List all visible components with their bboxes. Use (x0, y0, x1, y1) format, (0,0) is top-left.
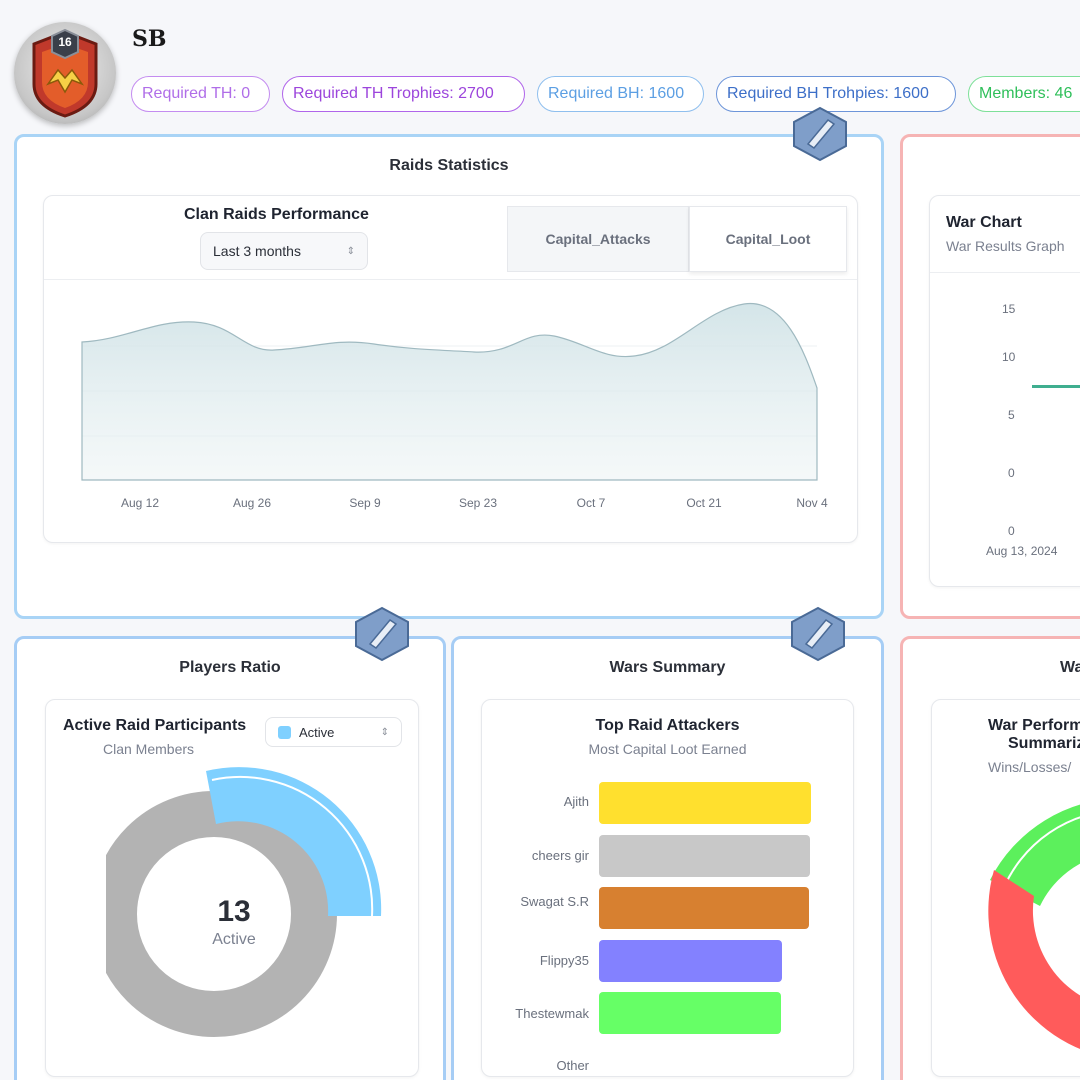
x-tick: Sep 9 (349, 496, 381, 510)
x-tick: Aug 26 (232, 496, 272, 510)
clan-name: SB (132, 26, 167, 52)
bar-flippy35 (599, 940, 782, 982)
bar-label: Swagat S.R (520, 894, 589, 909)
chevron-updown-icon: ⇕ (346, 245, 355, 257)
x-tick: Aug 13, 2024 (986, 544, 1058, 558)
badge-level: 16 (58, 35, 72, 49)
donut-slice-active (206, 767, 382, 916)
range-select[interactable]: Last 3 months ⇕ (200, 232, 368, 270)
divider (930, 272, 1080, 273)
sword-shield-icon (355, 606, 409, 662)
clan-badge-icon (32, 28, 98, 118)
raids-panel-title: Raids Statistics (389, 157, 509, 174)
x-tick: Oct 21 (686, 496, 722, 510)
required-th-pill: Required TH: 0 (131, 76, 270, 112)
perf-title-line1: War Perform (988, 717, 1080, 734)
war-performance-card: War Perform Summariz Wins/Losses/ (931, 699, 1080, 1077)
donut-slice-losses (988, 870, 1080, 1050)
bar-label: Flippy35 (539, 953, 589, 968)
donut-highlight (211, 775, 374, 917)
war-chart-subtitle: War Results Graph (946, 238, 1065, 254)
sword-shield-icon (793, 106, 847, 162)
donut-slice-wins (990, 804, 1080, 906)
tab-capital-attacks[interactable]: Capital_Attacks (507, 206, 689, 272)
players-ratio-panel: Players Ratio Active Raid Participants C… (14, 636, 446, 1080)
war-performance-panel: Wa War Perform Summariz Wins/Losses/ (900, 636, 1080, 1080)
y-tick: 0 (1008, 524, 1015, 538)
y-tick: 0 (1008, 466, 1015, 480)
required-bh-trophies-pill: Required BH Trohpies: 1600 (716, 76, 956, 112)
perf-panel-title: Wa (1060, 659, 1080, 676)
legend-swatch (278, 725, 291, 739)
x-tick: Sep 23 (458, 496, 498, 510)
bar-label: cheers gir (531, 848, 589, 863)
perf-subtitle: Wins/Losses/ (988, 759, 1072, 775)
top-attackers-title: Top Raid Attackers (595, 717, 740, 734)
summary-panel-title: Wars Summary (609, 659, 726, 676)
top-attackers-subtitle: Most Capital Loot Earned (588, 741, 747, 757)
active-participants-subtitle: Clan Members (103, 741, 195, 757)
bar-label: Ajith (563, 794, 589, 809)
raids-chart-card: Clan Raids Performance Last 3 months ⇕ C… (43, 195, 858, 543)
donut-slice-inactive (106, 791, 337, 1037)
sword-shield-icon (791, 606, 845, 662)
x-tick: Nov 4 (796, 496, 828, 510)
legend-select[interactable]: Active ⇕ (265, 717, 402, 747)
raids-chart-title: Clan Raids Performance (184, 206, 369, 223)
war-result-line (1032, 385, 1080, 388)
bar-thestewmak (599, 992, 781, 1034)
war-chart-panel: War Chart War Results Graph 15 10 5 0 0 … (900, 134, 1080, 619)
raids-area-series (81, 303, 818, 481)
donut-center-value: 13 (217, 895, 251, 928)
donut-highlight (1001, 816, 1080, 893)
perf-title-line2: Summariz (1008, 735, 1080, 752)
active-participants-card: Active Raid Participants Clan Members Ac… (45, 699, 419, 1077)
bar-cheers-gir (599, 835, 810, 877)
top-attackers-card: Top Raid Attackers Most Capital Loot Ear… (481, 699, 854, 1077)
required-th-trophies-pill: Required TH Trophies: 2700 (282, 76, 525, 112)
bar-ajith (599, 782, 811, 824)
bar-label: Other (556, 1058, 589, 1073)
members-pill: Members: 46 (968, 76, 1080, 112)
perf-donut-chart (988, 804, 1080, 1050)
active-donut-chart (106, 767, 382, 1037)
x-tick: Aug 12 (120, 496, 160, 510)
donut-center-label: Active (212, 931, 256, 948)
bar-swagat (599, 887, 809, 929)
clan-badge: 16 (14, 22, 116, 124)
y-tick: 10 (1002, 350, 1016, 364)
raids-area-chart (81, 303, 818, 481)
raids-statistics-panel: Raids Statistics Clan Raids Performance … (14, 134, 884, 619)
chevron-updown-icon: ⇕ (380, 726, 389, 738)
y-tick: 15 (1002, 302, 1016, 316)
x-tick: Oct 7 (576, 496, 606, 510)
legend-select-value: Active (299, 724, 335, 740)
required-bh-pill: Required BH: 1600 (537, 76, 704, 112)
players-panel-title: Players Ratio (179, 659, 281, 676)
active-participants-title: Active Raid Participants (63, 717, 247, 734)
bar-label: Thestewmak (515, 1006, 589, 1021)
war-chart-title: War Chart (946, 214, 1022, 231)
y-tick: 5 (1008, 408, 1015, 422)
divider (44, 279, 857, 280)
range-select-value: Last 3 months (213, 243, 301, 259)
wars-summary-panel: Wars Summary Top Raid Attackers Most Cap… (451, 636, 884, 1080)
war-chart-card: War Chart War Results Graph 15 10 5 0 0 … (929, 195, 1080, 587)
tab-capital-loot[interactable]: Capital_Loot (689, 206, 847, 272)
